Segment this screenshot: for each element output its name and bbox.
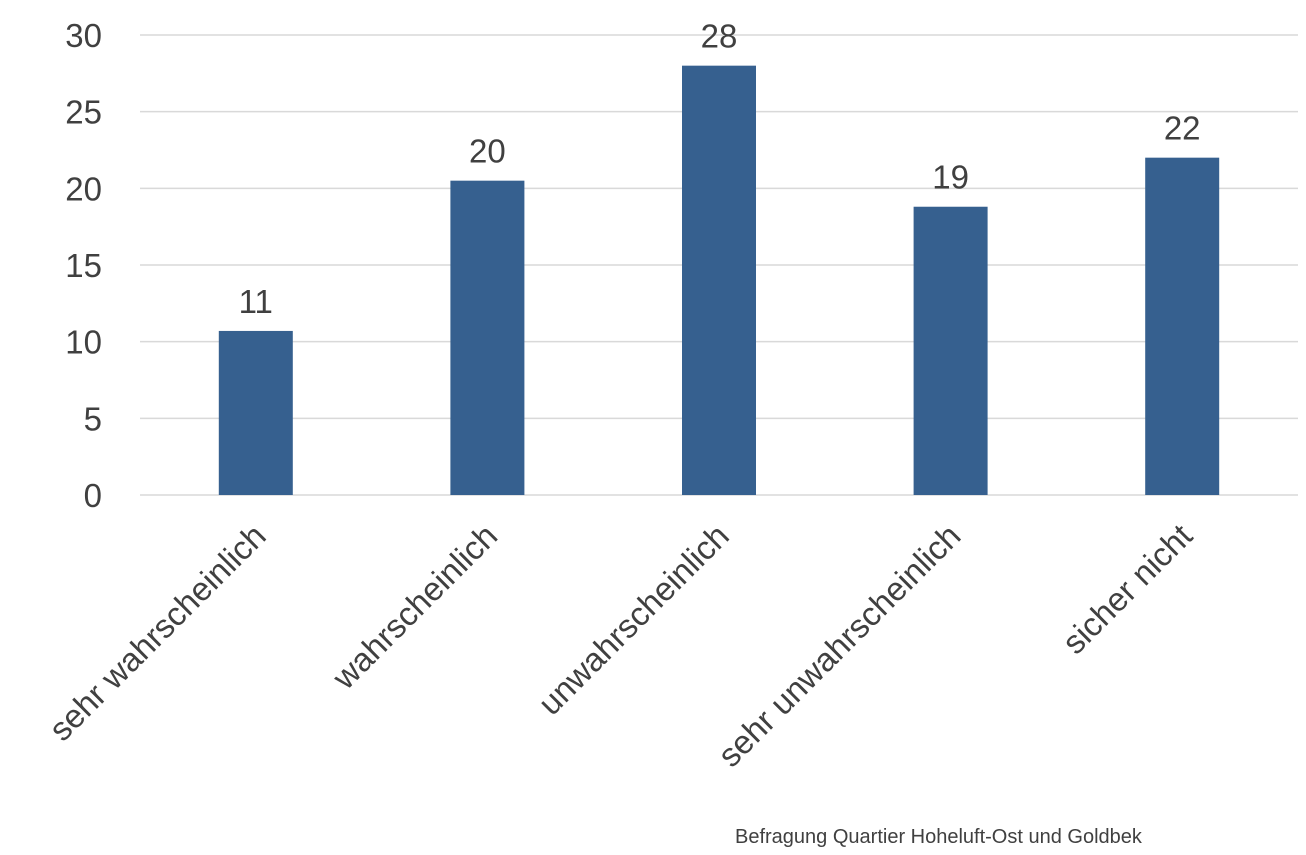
data-label-2: 28 xyxy=(701,18,738,55)
bar-4 xyxy=(1145,157,1220,495)
bar-2 xyxy=(682,65,756,496)
y-tick-label-25: 25 xyxy=(65,94,102,131)
y-tick-label-10: 10 xyxy=(65,324,102,361)
data-label-0: 11 xyxy=(239,283,273,320)
x-axis-labels: sehr wahrscheinlich wahrscheinlich unwahrs… xyxy=(42,517,1199,774)
y-tick-label-30: 30 xyxy=(65,17,102,54)
data-label-1: 20 xyxy=(469,133,506,170)
x-category-label-2: unwahrscheinlich xyxy=(531,517,736,722)
x-category-label-1: wahrscheinlich xyxy=(324,517,504,697)
bar-3 xyxy=(913,206,988,495)
y-axis-ticks: 0 5 10 15 20 25 30 xyxy=(65,17,102,514)
x-category-label-0: sehr wahrscheinlich xyxy=(42,517,273,748)
data-label-4: 22 xyxy=(1164,110,1201,147)
bar-1 xyxy=(450,180,525,495)
data-labels: 11 20 28 19 22 xyxy=(239,18,1201,320)
data-label-3: 19 xyxy=(932,159,969,196)
source-note: Befragung Quartier Hoheluft-Ost und Gold… xyxy=(735,826,1142,848)
y-tick-label-20: 20 xyxy=(65,170,102,207)
x-category-label-3: sehr unwahrscheinlich xyxy=(711,517,968,774)
bar-0 xyxy=(218,330,293,495)
x-category-label-4: sicher nicht xyxy=(1055,517,1199,661)
y-tick-label-5: 5 xyxy=(84,400,102,437)
y-tick-label-0: 0 xyxy=(84,477,102,514)
y-tick-label-15: 15 xyxy=(65,247,102,284)
bars xyxy=(218,65,1220,496)
